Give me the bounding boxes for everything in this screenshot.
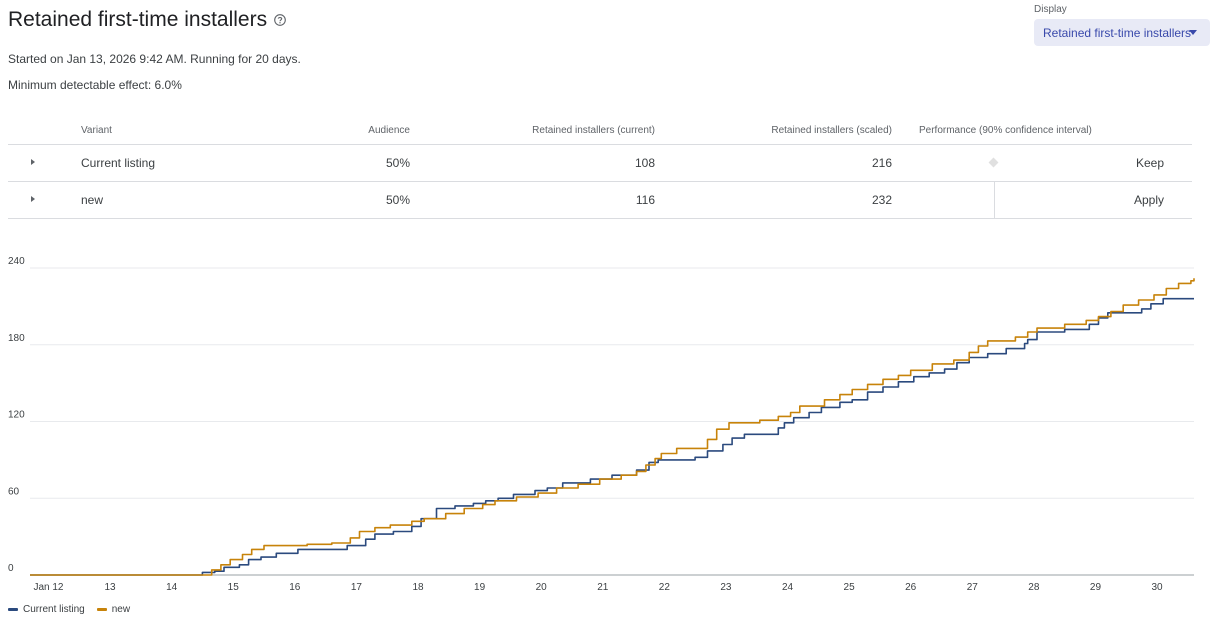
variant-name: new (81, 193, 104, 207)
variants-table: Variant Audience Retained installers (cu… (8, 116, 1192, 219)
y-tick-label: 0 (8, 563, 14, 574)
page-header: Retained first-time installers (8, 8, 287, 32)
page-title: Retained first-time installers (8, 8, 268, 31)
display-dropdown-value: Retained first-time installers (1043, 25, 1192, 40)
x-tick-label: 17 (351, 582, 363, 593)
table-header: Variant Audience Retained installers (cu… (8, 116, 1192, 145)
x-tick-label: 30 (1151, 582, 1163, 593)
retained-current-value: 116 (635, 193, 655, 207)
x-tick-label: 29 (1090, 582, 1102, 593)
x-tick-label: 13 (105, 582, 117, 593)
x-tick-label: 26 (905, 582, 917, 593)
display-label: Display (1034, 4, 1067, 15)
retained-scaled-value: 216 (871, 156, 892, 170)
y-tick-label: 120 (8, 410, 25, 421)
legend-swatch-current-listing (8, 608, 18, 611)
performance-baseline-line (994, 182, 995, 218)
table-row: new 50% 116 232 Apply (8, 182, 1192, 219)
x-tick-label: 21 (597, 582, 609, 593)
x-tick-label: 14 (166, 582, 178, 593)
series-line-current-listing (30, 297, 1194, 576)
expand-row-icon[interactable] (31, 196, 35, 202)
help-icon[interactable] (273, 13, 287, 27)
y-tick-label: 180 (8, 333, 25, 344)
audience-value: 50% (385, 156, 410, 170)
x-tick-label: 18 (412, 582, 424, 593)
x-tick-label: 20 (536, 582, 548, 593)
x-tick-label: 24 (782, 582, 794, 593)
legend-item-current-listing: Current listing (8, 604, 85, 615)
column-header-performance: Performance (90% confidence interval) (919, 124, 1092, 136)
apply-button[interactable]: Apply (1133, 193, 1164, 207)
retained-installers-chart: 0 60 120 180 240 Jan 12 13 14 15 16 17 18 19 20 21 22 23… (8, 256, 1195, 593)
column-header-retained-scaled: Retained installers (scaled) (771, 124, 892, 136)
x-tick-label: 27 (967, 582, 979, 593)
y-tick-label: 240 (8, 256, 25, 267)
x-tick-label: 23 (720, 582, 732, 593)
minimum-detectable-effect-text: Minimum detectable effect: 6.0% (8, 78, 182, 92)
retained-scaled-value: 232 (871, 193, 892, 207)
column-header-audience: Audience (368, 124, 410, 136)
x-tick-label: Jan 12 (33, 582, 63, 593)
table-row: Current listing 50% 108 216 Keep (8, 145, 1192, 182)
chart-legend: Current listing new (8, 604, 142, 615)
column-header-retained-current: Retained installers (current) (532, 124, 655, 136)
variant-name: Current listing (81, 156, 156, 170)
audience-value: 50% (385, 193, 410, 207)
legend-item-new: new (96, 604, 131, 615)
legend-label-new: new (111, 604, 131, 615)
x-tick-label: 28 (1028, 582, 1040, 593)
retained-current-value: 108 (634, 156, 655, 170)
dropdown-arrow-icon (1189, 30, 1197, 35)
y-tick-label: 60 (8, 486, 20, 497)
expand-row-icon[interactable] (31, 159, 35, 165)
x-tick-label: 15 (228, 582, 240, 593)
display-dropdown[interactable]: Retained first-time installers (1034, 19, 1210, 46)
x-tick-label: 25 (844, 582, 856, 593)
x-tick-label: 16 (289, 582, 301, 593)
performance-baseline-marker (988, 157, 999, 168)
x-tick-label: 19 (474, 582, 486, 593)
legend-label-current-listing: Current listing (23, 604, 85, 615)
experiment-start-text: Started on Jan 13, 2026 9:42 AM. Running… (8, 52, 301, 66)
column-header-variant: Variant (81, 124, 112, 136)
keep-button[interactable]: Keep (1135, 156, 1164, 170)
x-tick-label: 22 (659, 582, 671, 593)
legend-swatch-new (96, 608, 107, 611)
series-line-new (30, 278, 1195, 576)
